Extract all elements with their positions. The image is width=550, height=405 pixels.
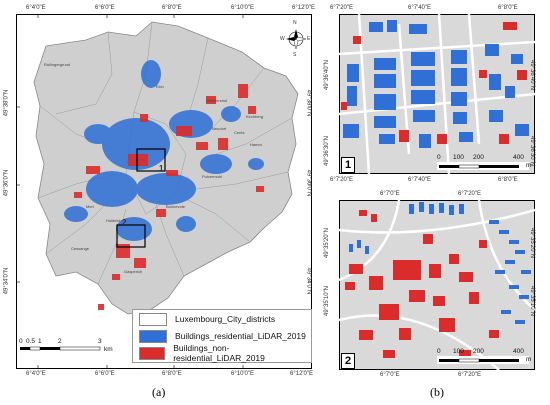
tick-bottom-a: 6°10'0"E <box>231 371 255 377</box>
tick-top-inset1: 6°8'0"E <box>498 5 518 11</box>
tick-right-a: 49°34'0"N <box>305 267 312 295</box>
inset-1-number: 1 <box>341 157 355 173</box>
tick-left-inset1: 49°36'40"N <box>324 59 331 91</box>
legend-label: Luxembourg_City_districts <box>175 314 276 324</box>
scale-label: 3 <box>98 338 102 345</box>
compass-rose-icon <box>286 29 307 50</box>
caption-b: (b) <box>430 385 444 399</box>
tick-bottom-inset1: 6°7'40"E <box>408 177 432 183</box>
place-label: Eich <box>156 84 164 89</box>
legend-swatch <box>139 312 167 326</box>
tick-top-a: 6°12'0"E <box>292 5 316 11</box>
legend-label: Buildings_non-residential_LiDAR_2019 <box>173 343 265 363</box>
compass-w-label: W <box>280 36 285 42</box>
inset-2-scale-label: 200 <box>473 348 484 355</box>
inset-2-number: 2 <box>341 353 355 369</box>
scale-label: 0.5 <box>26 338 36 345</box>
city-districts-area <box>33 21 299 315</box>
inset-1-scale-unit: m <box>526 162 532 169</box>
inset-1-scale-label: 200 <box>473 154 484 161</box>
tick-right-inset2: 49°35'10"N <box>529 285 536 317</box>
inset-box-2 <box>116 224 146 248</box>
inset-1-scale-label: 0 <box>437 154 441 161</box>
place-label: Hollerich <box>106 218 122 223</box>
legend-item-residential: Buildings_residential_LiDAR_2019 <box>139 329 306 343</box>
tick-left-inset1: 49°36'30"N <box>324 135 331 167</box>
compass-s-label: S <box>293 52 297 58</box>
tick-bottom-inset1: 6°7'20"E <box>330 177 354 183</box>
scale-label: 0 <box>19 338 23 345</box>
inset-1-scale-label: 400 <box>513 154 524 161</box>
tick-top-a: 6°4'0"E <box>26 5 46 11</box>
inset-2-map: 2 0 100 200 400 m <box>339 200 535 370</box>
legend-item-districts: Luxembourg_City_districts <box>139 312 275 326</box>
tick-top-inset2: 6°7'0"E <box>380 191 400 197</box>
tick-left-a: 49°36'0"N <box>3 169 10 197</box>
tick-bottom-inset2: 6°7'20"E <box>458 372 482 378</box>
inset-1-map: 1 0 100 200 400 m <box>339 14 535 174</box>
tick-bottom-a: 6°6'0"E <box>95 371 115 377</box>
scale-unit: km <box>104 346 113 353</box>
place-label: Weimershof <box>206 98 228 103</box>
place-label: Gasperich <box>124 269 143 274</box>
tick-right-inset2: 49°35'20"N <box>529 227 536 259</box>
tick-bottom-inset1: 6°8'0"E <box>498 177 518 183</box>
map-legend: Luxembourg_City_districts Buildings_resi… <box>132 309 312 363</box>
tick-top-a: 6°8'0"E <box>162 5 182 11</box>
tick-top-a: 6°10'0"E <box>231 5 255 11</box>
inset-2-scale-unit: m <box>526 356 532 363</box>
place-label: Kirchberg <box>246 114 264 119</box>
tick-left-inset2: 49°35'20"N <box>324 227 331 259</box>
place-label: Hamm <box>250 142 262 147</box>
scale-bar-a <box>20 346 101 351</box>
place-label: Bonnevoie <box>166 204 185 209</box>
compass-e-label: E <box>307 36 311 42</box>
inset-box-1-label: 1 <box>159 164 164 173</box>
legend-label: Buildings_residential_LiDAR_2019 <box>175 331 306 341</box>
tick-left-inset2: 49°35'10"N <box>324 285 331 317</box>
compass-n-label: N <box>293 20 297 26</box>
inset-box-2-label: 2 <box>122 218 127 227</box>
scale-label: 1 <box>38 338 42 345</box>
place-label: Pulvermuhl <box>202 174 223 179</box>
tick-right-inset1: 49°36'30"N <box>529 135 536 167</box>
tick-right-a: 49°38'0"N <box>305 89 312 117</box>
tick-bottom-inset2: 6°7'0"E <box>380 372 400 378</box>
tick-left-a: 49°34'0"N <box>3 267 10 295</box>
inset-1-scale-label: 100 <box>453 154 464 161</box>
tick-top-a: 6°6'0"E <box>95 5 115 11</box>
tick-top-inset1: 6°7'20"E <box>330 5 354 11</box>
inset-2-scale-label: 0 <box>437 348 441 355</box>
inset-box-1 <box>136 148 166 172</box>
panel-a-map: N S E W 1 2 Rollingergrund Eich Weimersh… <box>16 14 312 369</box>
inset-2-scale-label: 400 <box>513 348 524 355</box>
inset-2-scale-label: 100 <box>453 348 464 355</box>
legend-swatch <box>139 329 167 343</box>
tick-bottom-a: 6°8'0"E <box>162 371 182 377</box>
legend-swatch <box>139 346 166 360</box>
tick-top-inset2: 6°7'20"E <box>458 191 482 197</box>
scale-label: 2 <box>58 338 62 345</box>
legend-item-non-residential: Buildings_non-residential_LiDAR_2019 <box>139 343 311 363</box>
tick-right-inset1: 49°36'40"N <box>529 59 536 91</box>
tick-left-a: 49°38'0"N <box>3 89 10 117</box>
place-label: Neudorf <box>212 126 227 131</box>
tick-right-a: 49°36'0"N <box>305 169 312 197</box>
tick-bottom-a: 6°4'0"E <box>26 371 46 377</box>
place-label: Rollingergrund <box>44 62 71 67</box>
place-label: Merl <box>86 204 94 209</box>
tick-top-inset1: 6°7'40"E <box>408 5 432 11</box>
tick-bottom-a: 6°12'0"E <box>290 371 314 377</box>
place-label: Cessange <box>71 246 90 251</box>
caption-a: (a) <box>152 385 166 399</box>
place-label: Cents <box>234 130 245 135</box>
